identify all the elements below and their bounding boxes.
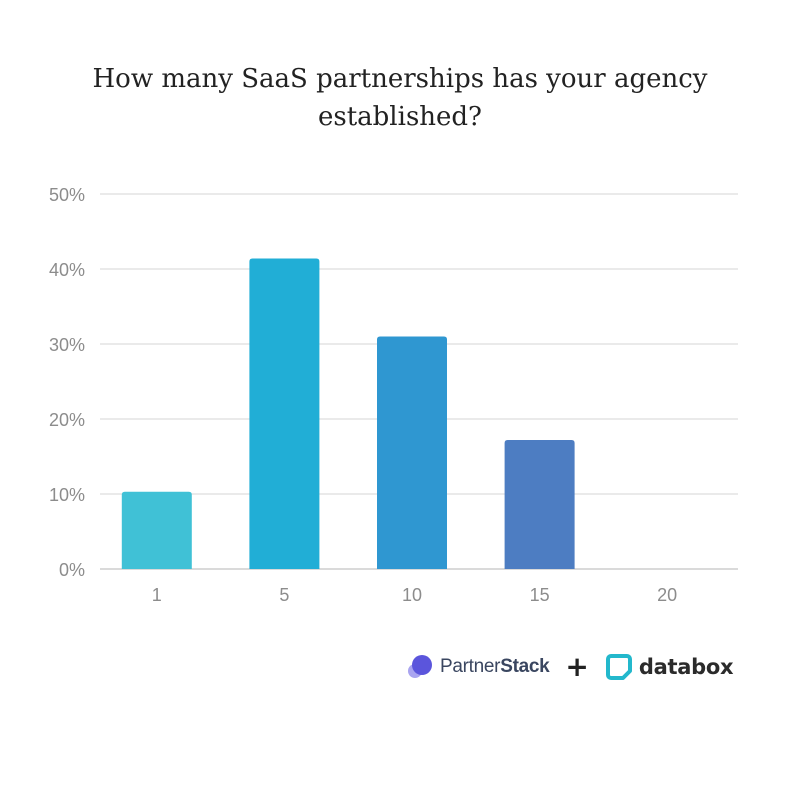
bar-chart: 0%10%20%30%40%50% 1 5 10 15 20 bbox=[49, 185, 738, 605]
bar-1 bbox=[121, 491, 192, 569]
branding-logos: PartnerStack + databox bbox=[406, 650, 734, 684]
partnerstack-wordmark: PartnerStack bbox=[440, 656, 550, 678]
partnerstack-icon bbox=[408, 655, 432, 678]
chart-title: How many SaaS partnerships has your agen… bbox=[92, 64, 708, 132]
databox-logo: databox bbox=[605, 653, 734, 681]
bar-5 bbox=[249, 258, 320, 569]
x-tick-label: 10 bbox=[402, 585, 422, 605]
y-tick-label: 30% bbox=[49, 335, 85, 355]
y-tick-label: 20% bbox=[49, 410, 85, 430]
x-tick-label: 1 bbox=[152, 585, 162, 605]
y-tick-label: 0% bbox=[59, 560, 85, 580]
bar-10 bbox=[377, 336, 447, 569]
y-tick-label: 10% bbox=[49, 485, 85, 505]
bar-15 bbox=[504, 440, 575, 569]
x-tick-label: 15 bbox=[530, 585, 550, 605]
partnerstack-prefix: Partner bbox=[440, 656, 501, 677]
y-tick-label: 40% bbox=[49, 260, 85, 280]
partnerstack-suffix: Stack bbox=[500, 656, 550, 677]
x-tick-label: 5 bbox=[279, 585, 289, 605]
partnerstack-logo: PartnerStack bbox=[406, 654, 550, 680]
plus-sign: + bbox=[565, 650, 589, 683]
y-tick-label: 50% bbox=[49, 185, 85, 205]
x-tick-label: 20 bbox=[657, 585, 677, 605]
databox-wordmark: databox bbox=[638, 655, 734, 679]
databox-icon bbox=[605, 654, 632, 680]
